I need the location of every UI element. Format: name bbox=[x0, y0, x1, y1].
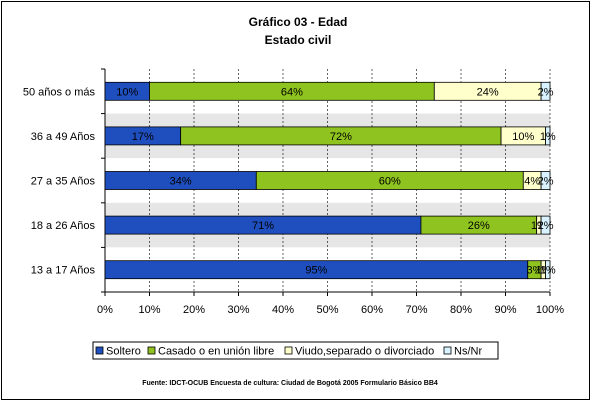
data-label: 24% bbox=[477, 86, 499, 98]
data-label: 1% bbox=[540, 265, 556, 277]
data-label: 26% bbox=[468, 220, 490, 232]
legend-label: Viudo,separado o divorciado bbox=[295, 346, 434, 358]
x-tick-label: 10% bbox=[138, 304, 160, 316]
data-label: 2% bbox=[538, 86, 554, 98]
x-tick-label: 70% bbox=[405, 304, 427, 316]
chart-subtitle: Estado civil bbox=[265, 33, 332, 47]
data-label: 2% bbox=[538, 176, 554, 188]
x-tick-label: 80% bbox=[450, 304, 472, 316]
source-note: Fuente: IDCT-OCUB Encuesta de cultura: C… bbox=[142, 380, 438, 387]
legend-swatch bbox=[284, 346, 293, 355]
data-label: 1% bbox=[540, 131, 556, 143]
bar-segment bbox=[540, 171, 551, 190]
plot-area: 0% 10% 20% 30% 40% 50% 60% 70% 80% 90% 100% 50 años… bbox=[23, 68, 564, 316]
category-label: 13 a 17 Años bbox=[31, 265, 96, 277]
legend-label: Casado o en unión libre bbox=[158, 346, 274, 358]
legend-swatch bbox=[95, 346, 104, 355]
bar-segment bbox=[545, 126, 551, 146]
data-label: 60% bbox=[379, 176, 401, 188]
x-tick-label: 50% bbox=[316, 304, 338, 316]
legend-label: Ns/Nr bbox=[454, 346, 482, 358]
data-label: 17% bbox=[132, 131, 154, 143]
x-tick-label: 100% bbox=[536, 304, 564, 316]
category-label: 50 años o más bbox=[23, 86, 96, 98]
category-label: 36 a 49 Años bbox=[31, 131, 96, 143]
x-tick-label: 60% bbox=[361, 304, 383, 316]
bar-segment bbox=[540, 81, 551, 101]
data-label: 2% bbox=[538, 220, 554, 232]
data-label: 3% bbox=[526, 265, 542, 277]
data-label: 10% bbox=[512, 131, 534, 143]
legend-swatch bbox=[147, 346, 156, 355]
data-label: 72% bbox=[330, 131, 352, 143]
legend-box bbox=[92, 341, 499, 360]
data-label: 95% bbox=[305, 265, 327, 277]
legend-label: Soltero bbox=[106, 346, 141, 358]
bar-segment bbox=[545, 260, 551, 280]
data-label: 71% bbox=[252, 220, 274, 232]
legend-swatch bbox=[443, 346, 452, 355]
category-label: 27 a 35 Años bbox=[31, 176, 96, 188]
data-label: 34% bbox=[170, 176, 192, 188]
x-tick-label: 30% bbox=[227, 304, 249, 316]
legend: Soltero Casado o en unión libre Viudo,sepa… bbox=[92, 341, 499, 360]
x-tick-label: 90% bbox=[494, 304, 516, 316]
x-tick-label: 40% bbox=[272, 304, 294, 316]
data-label: 64% bbox=[281, 86, 303, 98]
data-label: 10% bbox=[116, 86, 138, 98]
data-label: 4% bbox=[524, 176, 540, 188]
bar-segment bbox=[540, 215, 551, 235]
x-tick-label: 0% bbox=[97, 304, 113, 316]
category-label: 18 a 26 Años bbox=[31, 220, 96, 232]
chart-title: Gráfico 03 - Edad bbox=[249, 15, 348, 29]
x-tick-label: 20% bbox=[183, 304, 205, 316]
